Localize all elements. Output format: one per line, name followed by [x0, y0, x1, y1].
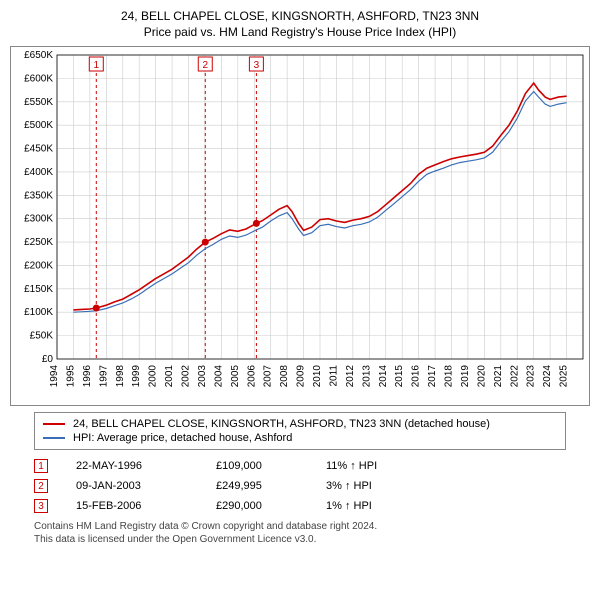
event-delta: 11% ↑ HPI	[326, 460, 377, 472]
y-tick-label: £350K	[24, 191, 53, 202]
x-tick-label: 2006	[246, 365, 257, 388]
sale-point	[253, 220, 260, 227]
event-price: £290,000	[216, 500, 326, 512]
event-price: £109,000	[216, 460, 326, 472]
event-marker-number: 3	[254, 60, 260, 71]
x-tick-label: 1994	[49, 365, 60, 388]
x-tick-label: 2001	[164, 365, 175, 388]
sale-events: 1 22-MAY-1996£109,00011% ↑ HPI 2 09-JAN-200…	[34, 456, 566, 516]
x-tick-label: 2014	[378, 365, 389, 388]
event-marker-number: 1	[94, 60, 100, 71]
x-tick-label: 2005	[230, 365, 241, 388]
x-tick-label: 2016	[411, 365, 422, 388]
x-tick-label: 2009	[296, 365, 307, 388]
legend-label: HPI: Average price, detached house, Ashf…	[73, 432, 292, 444]
y-tick-label: £100K	[24, 308, 53, 319]
x-tick-label: 2025	[559, 365, 570, 388]
x-tick-label: 2015	[394, 365, 405, 388]
x-tick-label: 2012	[345, 365, 356, 388]
x-tick-label: 2013	[361, 365, 372, 388]
chart-svg: £0 £50K £100K £150K £200K £250K £300K £350K £400…	[11, 47, 591, 407]
legend-label: 24, BELL CHAPEL CLOSE, KINGSNORTH, ASHFO…	[73, 418, 490, 430]
legend-row: 24, BELL CHAPEL CLOSE, KINGSNORTH, ASHFO…	[43, 417, 557, 431]
sale-point	[93, 305, 100, 312]
event-delta: 1% ↑ HPI	[326, 500, 372, 512]
title-line-1: 24, BELL CHAPEL CLOSE, KINGSNORTH, ASHFO…	[10, 8, 590, 24]
x-tick-label: 2011	[328, 365, 339, 387]
y-tick-label: £200K	[24, 261, 53, 272]
legend-swatch	[43, 437, 65, 439]
y-tick-label: £500K	[24, 121, 53, 132]
y-tick-label: £300K	[24, 214, 53, 225]
x-tick-label: 2021	[493, 365, 504, 388]
y-tick-label: £0	[42, 354, 54, 365]
x-tick-label: 2022	[509, 365, 520, 388]
x-tick-label: 1999	[131, 365, 142, 388]
event-row: 2 09-JAN-2003£249,9953% ↑ HPI	[34, 476, 566, 496]
y-tick-label: £600K	[24, 74, 53, 85]
x-tick-label: 2024	[542, 365, 553, 388]
y-tick-label: £150K	[24, 284, 53, 295]
event-date: 09-JAN-2003	[76, 480, 216, 492]
x-tick-label: 1996	[82, 365, 93, 388]
event-date: 22-MAY-1996	[76, 460, 216, 472]
legend-swatch	[43, 423, 65, 425]
footnote-line-2: This data is licensed under the Open Gov…	[34, 533, 566, 546]
x-tick-label: 2003	[197, 365, 208, 388]
event-date: 15-FEB-2006	[76, 500, 216, 512]
title-block: 24, BELL CHAPEL CLOSE, KINGSNORTH, ASHFO…	[10, 8, 590, 40]
x-tick-label: 2017	[427, 365, 438, 388]
x-tick-label: 2020	[476, 365, 487, 388]
x-tick-label: 2010	[312, 365, 323, 388]
event-number-box: 2	[34, 479, 48, 493]
x-tick-label: 2007	[263, 365, 274, 388]
x-tick-label: 1998	[115, 365, 126, 388]
y-tick-label: £50K	[30, 331, 54, 342]
legend-row: HPI: Average price, detached house, Ashf…	[43, 431, 557, 445]
legend-box: 24, BELL CHAPEL CLOSE, KINGSNORTH, ASHFO…	[34, 412, 566, 450]
y-tick-label: £450K	[24, 144, 53, 155]
x-tick-label: 2023	[526, 365, 537, 388]
event-delta: 3% ↑ HPI	[326, 480, 372, 492]
event-number-box: 3	[34, 499, 48, 513]
footnote-line-1: Contains HM Land Registry data © Crown c…	[34, 520, 566, 533]
x-tick-label: 2002	[181, 365, 192, 388]
y-tick-label: £400K	[24, 167, 53, 178]
title-line-2: Price paid vs. HM Land Registry's House …	[10, 24, 590, 40]
y-tick-label: £650K	[24, 50, 53, 61]
footnote: Contains HM Land Registry data © Crown c…	[34, 520, 566, 546]
event-row: 1 22-MAY-1996£109,00011% ↑ HPI	[34, 456, 566, 476]
sale-point	[202, 239, 209, 246]
x-tick-label: 2000	[148, 365, 159, 388]
x-tick-label: 2019	[460, 365, 471, 388]
x-tick-label: 2018	[444, 365, 455, 388]
event-number-box: 1	[34, 459, 48, 473]
figure-container: 24, BELL CHAPEL CLOSE, KINGSNORTH, ASHFO…	[0, 0, 600, 552]
x-tick-label: 2004	[213, 365, 224, 388]
event-row: 3 15-FEB-2006£290,0001% ↑ HPI	[34, 496, 566, 516]
x-tick-label: 1997	[98, 365, 109, 388]
event-price: £249,995	[216, 480, 326, 492]
x-tick-label: 2008	[279, 365, 290, 388]
y-tick-label: £250K	[24, 237, 53, 248]
x-tick-label: 1995	[65, 365, 76, 388]
y-tick-label: £550K	[24, 97, 53, 108]
event-marker-number: 2	[202, 60, 208, 71]
chart-area: £0 £50K £100K £150K £200K £250K £300K £350K £400…	[10, 46, 590, 406]
